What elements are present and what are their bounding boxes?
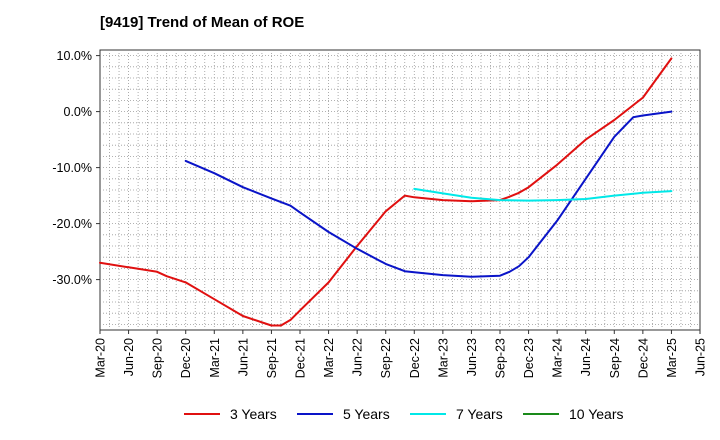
y-tick-label: -10.0%: [52, 161, 92, 175]
x-tick-label: Jun-22: [351, 338, 365, 376]
legend-swatch: [523, 413, 559, 415]
y-tick-label: -20.0%: [52, 217, 92, 231]
legend: 3 Years 5 Years 7 Years 10 Years: [0, 404, 720, 424]
y-axis: 10.0% 0.0% -10.0% -20.0% -30.0%: [52, 49, 100, 287]
x-tick-label: Dec-23: [522, 338, 536, 378]
y-tick-label: 10.0%: [57, 49, 92, 63]
legend-swatch: [410, 413, 446, 415]
legend-item-7-years: 7 Years: [410, 404, 503, 424]
legend-item-10-years: 10 Years: [523, 404, 624, 424]
series-lines: [99, 57, 673, 327]
y-tick-label: -30.0%: [52, 273, 92, 287]
x-tick-label: Sep-20: [151, 338, 165, 378]
x-tick-label: Jun-24: [579, 338, 593, 376]
x-tick-label: Mar-21: [208, 338, 222, 378]
legend-swatch: [184, 413, 220, 415]
legend-label: 10 Years: [569, 406, 624, 422]
series-line-7-years: [413, 187, 673, 202]
x-tick-label: Sep-22: [379, 338, 393, 378]
x-tick-label: Jun-21: [236, 338, 250, 376]
legend-label: 7 Years: [456, 406, 503, 422]
x-tick-label: Mar-22: [322, 338, 336, 378]
legend-swatch: [297, 413, 333, 415]
x-tick-label: Dec-21: [294, 338, 308, 378]
x-tick-label: Sep-23: [494, 338, 508, 378]
x-tick-label: Mar-24: [551, 338, 565, 378]
x-tick-label: Dec-22: [408, 338, 422, 378]
x-tick-label: Jun-23: [465, 338, 479, 376]
x-tick-label: Mar-25: [665, 338, 679, 378]
chart-title: [9419] Trend of Mean of ROE: [100, 14, 305, 31]
x-tick-label: Dec-20: [179, 338, 193, 378]
legend-label: 3 Years: [230, 406, 277, 422]
series-line-3-years: [99, 57, 673, 327]
x-tick-label: Dec-24: [636, 338, 650, 378]
x-tick-label: Sep-24: [608, 338, 622, 378]
y-tick-label: 0.0%: [64, 105, 93, 119]
legend-item-5-years: 5 Years: [297, 404, 390, 424]
legend-item-3-years: 3 Years: [184, 404, 277, 424]
legend-label: 5 Years: [343, 406, 390, 422]
x-tick-label: Jun-20: [122, 338, 136, 376]
grid: [100, 50, 700, 330]
x-tick-label: Mar-23: [436, 338, 450, 378]
x-tick-label: Mar-20: [94, 338, 108, 378]
x-tick-label: Sep-21: [265, 338, 279, 378]
x-tick-label: Jun-25: [694, 338, 708, 376]
x-axis: Mar-20 Jun-20 Sep-20 Dec-20 Mar-21 Jun-21 Sep-…: [94, 330, 708, 378]
series-line-5-years: [184, 110, 673, 278]
